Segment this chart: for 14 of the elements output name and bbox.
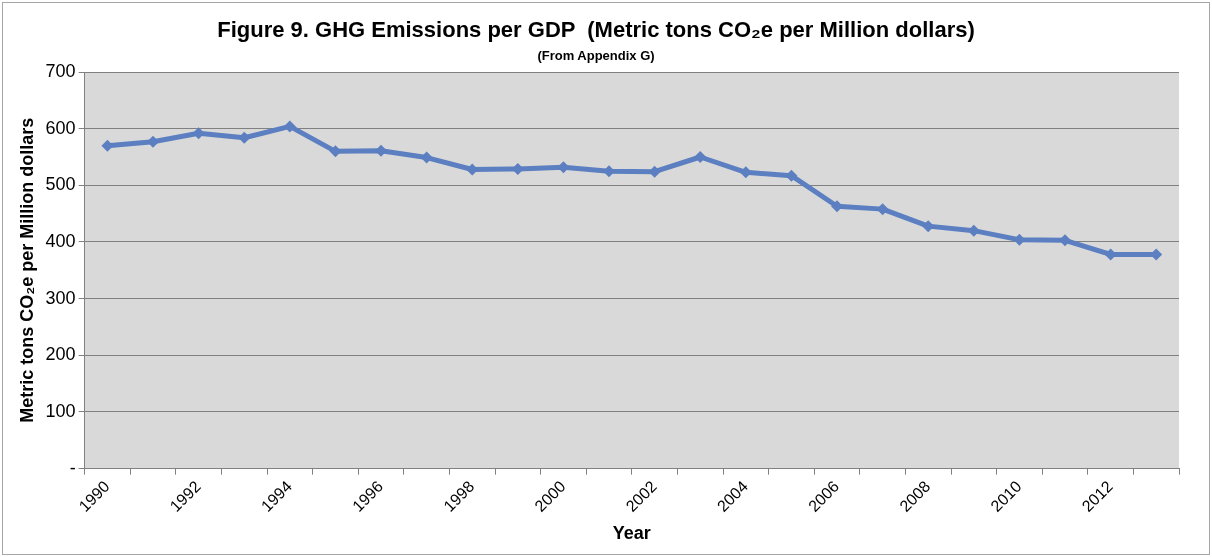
- x-axis-title: Year: [612, 523, 651, 544]
- y-tick-label: 600: [45, 117, 76, 138]
- y-axis-title: Metric tons CO₂e per Million dollars: [16, 117, 37, 423]
- point: [283, 120, 296, 133]
- point: [694, 151, 707, 163]
- y-tick-label: 300: [45, 287, 76, 308]
- y-tick-label: 400: [45, 230, 76, 251]
- y-tick-label: -: [69, 457, 76, 478]
- y-tick-label: 200: [45, 344, 76, 365]
- y-tick-label: 700: [45, 60, 76, 81]
- y-tick-label: 500: [45, 174, 76, 195]
- y-tick-label: 100: [45, 400, 76, 421]
- chart-subtitle: (From Appendix G): [537, 47, 655, 63]
- chart-title: Figure 9. GHG Emissions per GDP (Metric tons CO₂e per Million dollars): [217, 17, 975, 43]
